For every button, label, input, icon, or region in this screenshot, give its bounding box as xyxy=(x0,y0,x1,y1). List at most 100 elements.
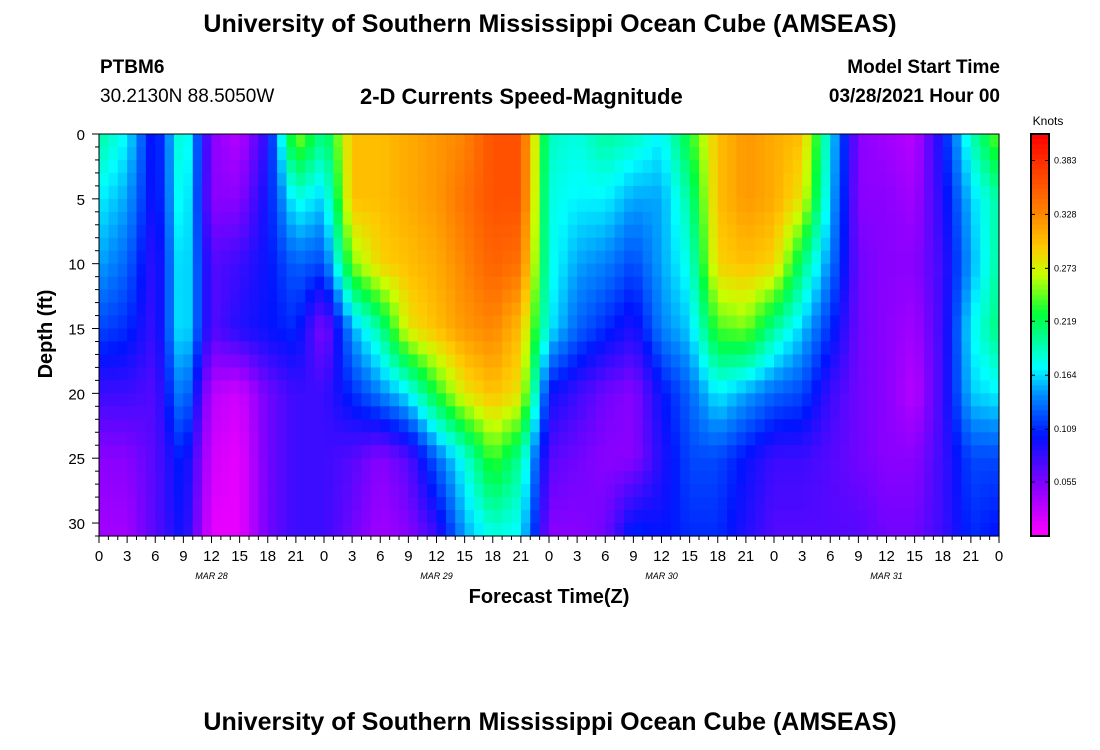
heatmap-cell xyxy=(99,393,109,407)
heatmap-cell xyxy=(286,276,297,291)
heatmap-cell xyxy=(708,224,719,239)
heatmap-cell xyxy=(567,510,578,524)
heatmap-cell xyxy=(652,159,663,174)
heatmap-cell xyxy=(399,393,409,407)
heatmap-cell xyxy=(370,185,381,200)
heatmap-cell xyxy=(699,354,709,369)
heatmap-cell xyxy=(380,276,391,291)
heatmap-cell xyxy=(605,263,616,278)
heatmap-cell xyxy=(230,302,241,317)
heatmap-cell xyxy=(680,510,691,524)
heatmap-cell xyxy=(474,289,484,304)
heatmap-cell xyxy=(539,419,550,433)
heatmap-cell xyxy=(567,198,578,213)
heatmap-cell xyxy=(708,354,719,369)
heatmap-cell xyxy=(314,380,325,394)
colorbar-segment xyxy=(1031,365,1049,371)
heatmap-cell xyxy=(136,393,147,407)
heatmap-cell xyxy=(811,445,822,459)
heatmap-cell xyxy=(445,523,456,537)
heatmap-cell xyxy=(117,523,128,537)
heatmap-cell xyxy=(670,328,681,343)
heatmap-cell xyxy=(408,341,419,356)
heatmap-cell xyxy=(783,458,794,472)
heatmap-cell xyxy=(633,250,644,265)
heatmap-cell xyxy=(352,393,363,407)
heatmap-cell xyxy=(624,471,634,485)
heatmap-cell xyxy=(661,328,672,343)
heatmap-cell xyxy=(530,146,541,161)
heatmap-cell xyxy=(914,328,925,343)
heatmap-cell xyxy=(342,471,353,485)
heatmap-cell xyxy=(642,523,653,537)
heatmap-cell xyxy=(595,354,606,369)
heatmap-cell xyxy=(595,367,606,381)
heatmap-cell xyxy=(305,523,316,537)
heatmap-cell xyxy=(455,510,466,524)
heatmap-cell xyxy=(558,328,569,343)
heatmap-cell xyxy=(774,497,784,511)
heatmap-cell xyxy=(614,250,625,265)
heatmap-cell xyxy=(792,302,803,317)
heatmap-cell xyxy=(249,445,259,459)
heatmap-cell xyxy=(933,172,944,187)
heatmap-cell xyxy=(408,315,419,330)
heatmap-cell xyxy=(183,484,194,498)
heatmap-cell xyxy=(961,419,972,433)
heatmap-cell xyxy=(727,276,738,291)
heatmap-cell xyxy=(774,198,784,213)
heatmap-cell xyxy=(202,471,213,485)
heatmap-cell xyxy=(483,263,494,278)
heatmap-cell xyxy=(914,276,925,291)
heatmap-cell xyxy=(764,185,775,200)
heatmap-cell xyxy=(295,445,306,459)
heatmap-cell xyxy=(436,289,447,304)
heatmap-cell xyxy=(989,276,1000,291)
heatmap-cell xyxy=(202,146,213,161)
heatmap-cell xyxy=(399,211,409,226)
heatmap-cell xyxy=(380,484,391,498)
heatmap-cell xyxy=(427,497,438,511)
y-axis-label: Depth (ft) xyxy=(35,290,57,379)
heatmap-cell xyxy=(230,289,241,304)
heatmap-cell xyxy=(220,289,231,304)
heatmap-cell xyxy=(324,419,334,433)
heatmap-cell xyxy=(192,237,203,252)
heatmap-cell xyxy=(549,380,559,394)
heatmap-cell xyxy=(924,419,934,433)
heatmap-cell xyxy=(399,237,409,252)
heatmap-cell xyxy=(830,250,841,265)
heatmap-cell xyxy=(295,263,306,278)
heatmap-cell xyxy=(511,198,522,213)
heatmap-cell xyxy=(127,328,138,343)
heatmap-cell xyxy=(324,380,334,394)
heatmap-cell xyxy=(492,198,503,213)
heatmap-cell xyxy=(436,159,447,174)
heatmap-cell xyxy=(117,134,128,148)
heatmap-cell xyxy=(549,497,559,511)
heatmap-cell xyxy=(539,445,550,459)
heatmap-cell xyxy=(961,250,972,265)
heatmap-cell xyxy=(567,134,578,148)
heatmap-cell xyxy=(970,484,981,498)
heatmap-cell xyxy=(783,211,794,226)
heatmap-cell xyxy=(905,406,916,420)
heatmap-cell xyxy=(136,211,147,226)
heatmap-cell xyxy=(286,380,297,394)
heatmap-cell xyxy=(511,458,522,472)
heatmap-cell xyxy=(530,159,541,174)
heatmap-cell xyxy=(108,458,119,472)
heatmap-cell xyxy=(380,510,391,524)
heatmap-cell xyxy=(539,523,550,537)
heatmap-cell xyxy=(633,224,644,239)
heatmap-cell xyxy=(239,315,250,330)
heatmap-cell xyxy=(511,328,522,343)
heatmap-cell xyxy=(708,315,719,330)
heatmap-cell xyxy=(389,263,400,278)
heatmap-cell xyxy=(699,432,709,446)
heatmap-cell xyxy=(595,341,606,356)
heatmap-cell xyxy=(867,237,878,252)
heatmap-cell xyxy=(970,224,981,239)
heatmap-cell xyxy=(867,484,878,498)
heatmap-cell xyxy=(952,471,963,485)
